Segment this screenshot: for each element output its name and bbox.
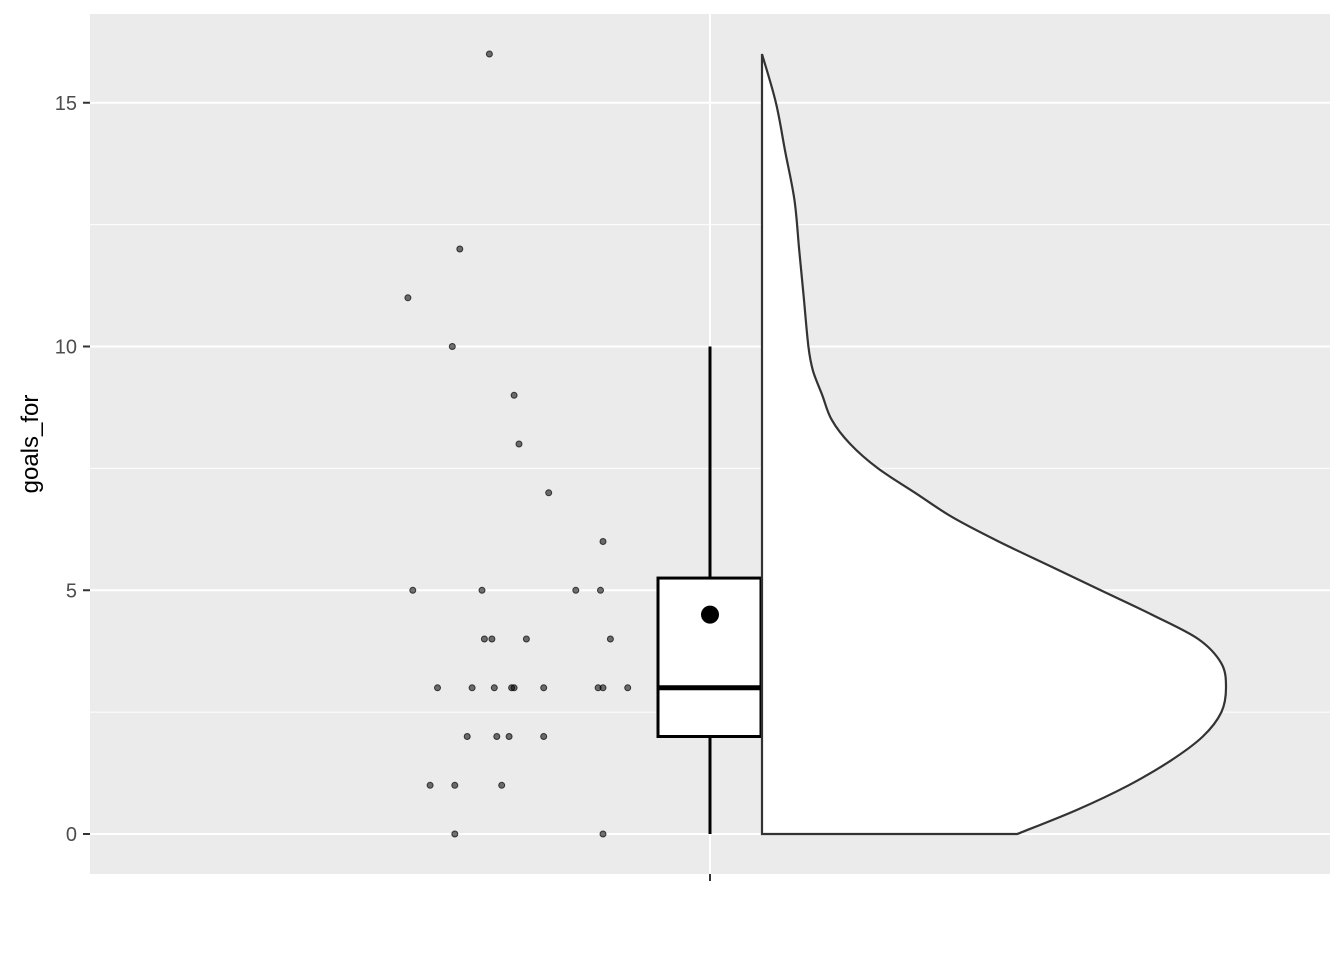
data-point: [572, 586, 580, 594]
data-point: [624, 684, 632, 692]
y-tick-label: 5: [66, 580, 77, 602]
data-point: [510, 684, 518, 692]
jitter-points: [404, 50, 632, 838]
data-point: [488, 635, 496, 643]
data-point: [599, 684, 607, 692]
data-point: [505, 733, 513, 740]
data-point: [451, 781, 459, 789]
data-point: [599, 830, 607, 838]
y-axis-title: goals_for: [17, 395, 44, 494]
data-point: [606, 635, 614, 643]
boxplot: [656, 346, 763, 834]
data-point: [404, 294, 412, 302]
data-point: [522, 635, 530, 643]
data-point: [515, 440, 523, 448]
mean-point: [701, 605, 719, 624]
data-point: [409, 586, 417, 594]
data-point: [490, 684, 498, 692]
data-point: [510, 391, 518, 399]
y-tick-label: 0: [66, 824, 77, 846]
y-tick-label: 15: [55, 93, 77, 115]
data-point: [478, 586, 486, 594]
data-point: [545, 489, 553, 497]
y-tick-label: 10: [55, 337, 77, 359]
box-iqr: [656, 576, 763, 738]
data-point: [434, 684, 441, 692]
data-point: [485, 50, 493, 58]
data-point: [426, 781, 434, 789]
data-point: [540, 733, 548, 740]
y-axis-ticks: 0 5 10 15: [55, 93, 90, 846]
data-point: [597, 586, 604, 594]
data-point: [448, 343, 456, 350]
data-point: [493, 733, 501, 740]
data-point: [468, 684, 476, 692]
data-point: [480, 635, 488, 643]
data-point: [540, 684, 548, 692]
data-point: [456, 245, 464, 253]
data-point: [599, 538, 607, 545]
data-point: [498, 781, 506, 789]
half-violin: [760, 53, 1228, 836]
data-point: [463, 733, 471, 740]
data-point: [451, 830, 459, 838]
